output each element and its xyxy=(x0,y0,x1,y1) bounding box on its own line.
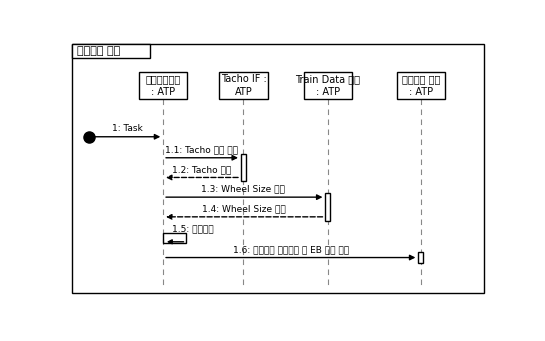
Text: 1.6: 속도오차 허용초과 시 EB 체결 요구: 1.6: 속도오차 허용초과 시 EB 체결 요구 xyxy=(233,245,349,254)
Text: 1.1: Tacho 정보 요구: 1.1: Tacho 정보 요구 xyxy=(165,145,238,154)
Text: 열차속도관리
: ATP: 열차속도관리 : ATP xyxy=(146,74,181,97)
Bar xyxy=(139,72,187,99)
Text: 1.2: Tacho 정보: 1.2: Tacho 정보 xyxy=(172,165,231,174)
Bar xyxy=(219,72,268,99)
Text: 1.5: 속도결정: 1.5: 속도결정 xyxy=(172,224,214,233)
Text: 제동제어 관리
: ATP: 제동제어 관리 : ATP xyxy=(402,74,440,97)
Text: Train Data 관리
: ATP: Train Data 관리 : ATP xyxy=(295,74,360,97)
Bar xyxy=(241,154,246,181)
Bar xyxy=(72,44,150,58)
Bar xyxy=(304,72,352,99)
Text: Tacho IF :
ATP: Tacho IF : ATP xyxy=(221,74,267,97)
Bar xyxy=(325,193,330,221)
Text: 1: Task: 1: Task xyxy=(112,124,143,133)
Text: 1.3: Wheel Size 요구: 1.3: Wheel Size 요구 xyxy=(202,185,286,194)
Bar xyxy=(418,252,423,263)
Bar xyxy=(397,72,445,99)
Text: 1.4: Wheel Size 반환: 1.4: Wheel Size 반환 xyxy=(202,204,285,213)
Bar xyxy=(163,233,186,242)
Text: 열차속도 결정: 열차속도 결정 xyxy=(76,46,120,56)
